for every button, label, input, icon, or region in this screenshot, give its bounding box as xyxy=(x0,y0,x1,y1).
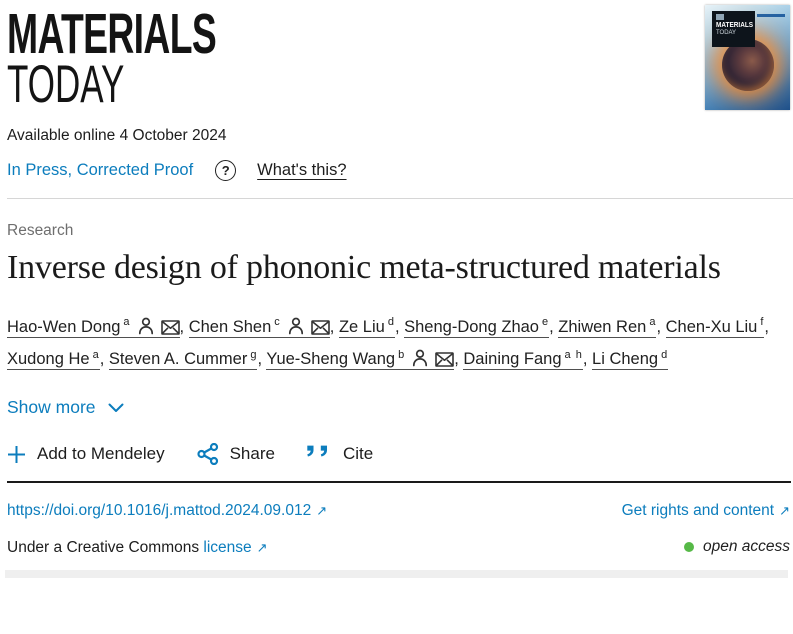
license-link[interactable]: license ↗ xyxy=(203,539,267,556)
help-question-icon[interactable]: ? xyxy=(215,160,237,181)
publication-status-row: In Press, Corrected Proof ? What's this? xyxy=(7,160,790,181)
author-name: Daining Fang xyxy=(463,350,562,369)
journal-logo-line1: MATERIALS xyxy=(7,2,217,66)
cover-logo-mark-icon xyxy=(716,14,724,20)
journal-logo-line2: TODAY xyxy=(7,55,125,115)
license-link-label: license xyxy=(203,539,252,557)
author-name: Steven A. Cummer xyxy=(108,350,248,369)
author-name: Li Cheng xyxy=(592,350,659,369)
author-link[interactable]: Hao-Wen Dong a xyxy=(7,316,180,338)
in-press-link[interactable]: In Press, Corrected Proof xyxy=(7,161,194,179)
author-link[interactable]: Zhiwen Ren a xyxy=(558,316,657,338)
add-to-mendeley-label: Add to Mendeley xyxy=(37,444,165,464)
author-link[interactable]: Li Cheng d xyxy=(592,348,669,371)
author-name: Chen-Xu Liu xyxy=(665,317,758,336)
author-name: Xudong He xyxy=(7,350,90,369)
author-affiliation-sup: b xyxy=(398,348,406,361)
doi-row: https://doi.org/10.1016/j.mattod.2024.09… xyxy=(7,502,790,520)
external-link-icon: ↗ xyxy=(779,504,790,520)
add-to-mendeley-button[interactable]: Add to Mendeley xyxy=(7,444,165,464)
person-icon xyxy=(413,349,428,367)
show-more-button[interactable]: Show more xyxy=(7,397,124,418)
section-label: Research xyxy=(7,222,74,239)
author-affiliation-sup: f xyxy=(760,316,765,329)
whats-this-link[interactable]: What's this? xyxy=(257,161,347,179)
cover-title-line1: MATERIALS xyxy=(716,22,754,29)
author-name: Chen Shen xyxy=(188,317,272,336)
open-access-dot-icon xyxy=(683,542,694,553)
share-icon xyxy=(196,443,218,466)
author-affiliation-sup: e xyxy=(541,316,550,329)
author-name: Hao-Wen Dong xyxy=(7,317,121,336)
author-affiliation-sup: a xyxy=(123,316,131,329)
article-title: Inverse design of phononic meta-structur… xyxy=(7,249,721,286)
author-link[interactable]: Yue-Sheng Wang b xyxy=(266,348,455,371)
cover-masthead: MATERIALS TODAY xyxy=(712,11,755,47)
author-affiliation-sup: g xyxy=(250,348,258,361)
show-more-label: Show more xyxy=(7,397,96,418)
open-access-label: open access xyxy=(702,538,790,556)
cover-issue-text xyxy=(757,14,785,17)
envelope-icon xyxy=(160,320,180,335)
doi-url: https://doi.org/10.1016/j.mattod.2024.09… xyxy=(7,502,312,520)
available-online-date: Available online 4 October 2024 xyxy=(7,127,227,144)
cite-label: Cite xyxy=(342,444,374,464)
masthead: MATERIALS TODAY MATERIALS TODAY xyxy=(7,2,790,115)
journal-cover-image[interactable]: MATERIALS TODAY xyxy=(705,5,790,110)
person-icon xyxy=(138,317,153,335)
author-affiliation-sup: d xyxy=(387,316,395,329)
author-link[interactable]: Ze Liu d xyxy=(338,316,395,338)
author-affiliation-sup: d xyxy=(661,348,669,361)
license-row: Under a Creative Commons license ↗ open a… xyxy=(7,538,790,557)
open-access-badge: open access xyxy=(683,538,790,556)
author-name: Sheng-Dong Zhao xyxy=(404,317,539,336)
author-link[interactable]: Steven A. Cummer g xyxy=(108,348,258,371)
person-icon xyxy=(288,317,303,335)
doi-link[interactable]: https://doi.org/10.1016/j.mattod.2024.09… xyxy=(7,502,327,520)
author-list: Hao-Wen Dong a, Chen Shen c, Ze Liu d, Shen… xyxy=(7,316,770,371)
envelope-icon xyxy=(435,352,455,367)
author-affiliation-sup: a xyxy=(649,316,657,329)
author-link[interactable]: Chen-Xu Liu f xyxy=(665,316,765,338)
chevron-down-icon xyxy=(108,403,124,412)
plus-icon xyxy=(8,445,25,463)
author-link[interactable]: Chen Shen c xyxy=(188,316,330,338)
author-name: Zhiwen Ren xyxy=(558,317,647,336)
license-statement: Under a Creative Commons license ↗ xyxy=(7,539,268,557)
next-section-edge xyxy=(5,570,788,579)
journal-logo: MATERIALS TODAY xyxy=(7,2,790,115)
author-link[interactable]: Daining Fang a h xyxy=(463,348,583,371)
author-affiliation-sup: c xyxy=(274,316,281,329)
external-link-icon: ↗ xyxy=(256,541,268,557)
cite-button[interactable]: Cite xyxy=(307,444,373,464)
quote-cite-icon xyxy=(307,445,327,457)
author-link[interactable]: Xudong He a xyxy=(7,348,100,371)
license-prefix-text: Under a Creative Commons xyxy=(7,539,200,557)
get-rights-link[interactable]: Get rights and content ↗ xyxy=(622,502,790,520)
get-rights-label: Get rights and content xyxy=(621,502,775,520)
header-divider xyxy=(7,198,793,199)
author-affiliation-sup: a xyxy=(92,348,100,361)
envelope-icon xyxy=(310,320,330,335)
share-button[interactable]: Share xyxy=(196,443,275,466)
author-name: Yue-Sheng Wang xyxy=(266,350,396,369)
share-label: Share xyxy=(229,444,275,464)
action-toolbar: Add to Mendeley Share Cite xyxy=(7,443,790,466)
author-link[interactable]: Sheng-Dong Zhao e xyxy=(404,316,550,338)
author-affiliation-sup: a h xyxy=(564,348,583,361)
content-divider xyxy=(7,481,791,484)
external-link-icon: ↗ xyxy=(316,504,328,520)
author-name: Ze Liu xyxy=(338,317,385,336)
cover-title-line2: TODAY xyxy=(716,29,737,37)
cover-sphere-graphic xyxy=(721,38,774,91)
